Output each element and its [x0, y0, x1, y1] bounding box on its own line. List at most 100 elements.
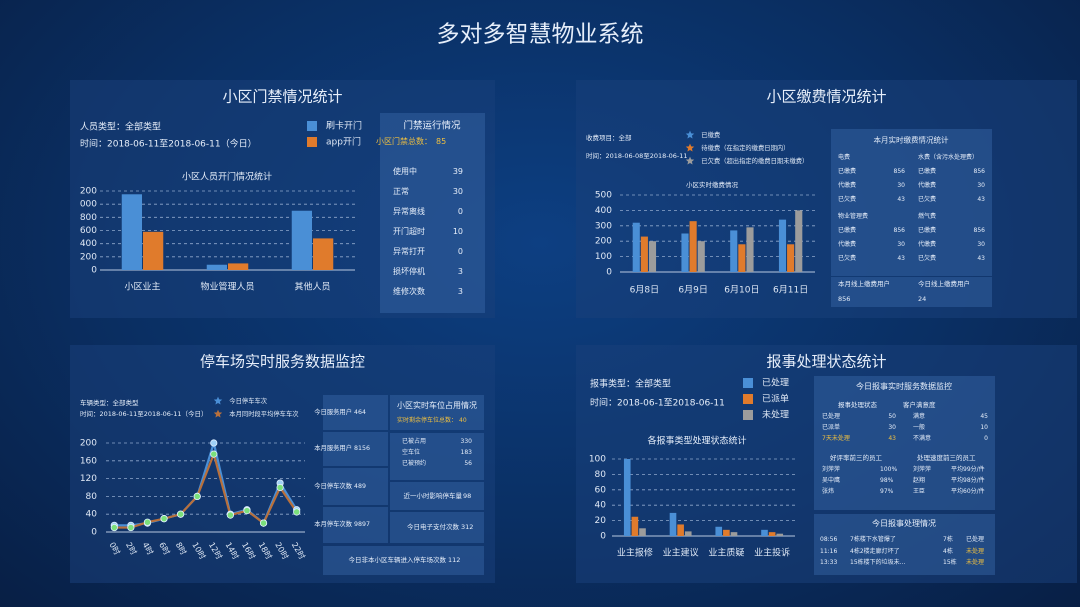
- box-title: 今日报事实时服务数据监控: [856, 382, 952, 391]
- label: 代缴费: [838, 241, 857, 248]
- occupancy-box: [390, 395, 484, 430]
- label: 39: [452, 167, 463, 176]
- x-tick-label: 18时: [257, 540, 275, 561]
- label: 开门超时: [393, 227, 425, 236]
- label: 已欠费: [918, 196, 937, 203]
- bar: [768, 532, 776, 536]
- label: 15栋楼下的垃圾未...: [850, 559, 906, 566]
- tick-labels: 0 40 80 120 160 200: [80, 439, 97, 538]
- stat-card: [323, 432, 388, 466]
- y-tick-label: 0: [600, 532, 606, 542]
- point: [243, 507, 251, 515]
- y-tick-label: 80: [595, 470, 607, 480]
- label: 0: [457, 207, 463, 216]
- label: 代缴费: [918, 241, 937, 248]
- label: 平均99分/件: [951, 466, 985, 473]
- bar: [313, 238, 334, 270]
- y-tick-label: 120: [80, 474, 97, 484]
- x-tick-label: 22时: [290, 540, 308, 561]
- chart-title: 小区人员开门情况统计: [181, 172, 273, 183]
- x-tick-label: 业主质疑: [708, 547, 744, 559]
- label: 30: [897, 182, 905, 189]
- bar: [730, 532, 738, 536]
- y-tick-label: 100: [589, 455, 606, 465]
- x-tick-label: 0时: [107, 540, 122, 556]
- x-tick-label: 业主投诉: [754, 547, 790, 559]
- x-tick-label: 16时: [240, 540, 258, 561]
- label: 赵翔: [913, 477, 926, 484]
- label: 30: [888, 424, 896, 431]
- label: 张炜: [822, 488, 835, 495]
- bar: [623, 459, 631, 536]
- payment-footer: [831, 277, 992, 307]
- label: 3: [457, 267, 463, 276]
- label: 已缴费: [838, 168, 857, 175]
- bar: [640, 236, 648, 272]
- pay-box: [390, 512, 484, 543]
- label: 30: [977, 182, 985, 189]
- label: 30: [897, 241, 905, 248]
- line: [114, 450, 298, 529]
- label: 已缴费: [918, 168, 937, 175]
- legend-label: 刷卡开门: [326, 120, 362, 132]
- legend-label: 本月同时段平均停车车次: [229, 409, 299, 418]
- label: 好评率前三的员工: [830, 453, 882, 462]
- label: 满意: [913, 413, 926, 420]
- x-tick-label: 小区业主: [124, 281, 160, 293]
- label: 43: [977, 196, 985, 203]
- label: 112: [448, 555, 461, 564]
- legend-marker: [743, 378, 753, 388]
- label: 856: [893, 227, 905, 234]
- page-title: 多对多智慧物业系统: [436, 21, 644, 48]
- status-box: [380, 113, 485, 313]
- label: 物业管理费: [838, 213, 869, 220]
- label: 未处理: [966, 559, 985, 566]
- x-tick-label: 业主建议: [663, 547, 699, 559]
- bar: [778, 219, 787, 272]
- bar: [631, 516, 639, 536]
- x-tick-label: 20时: [273, 540, 291, 561]
- y-tick-label: 500: [595, 191, 612, 201]
- label: 代缴费: [918, 182, 937, 189]
- y-tick-label: 80: [86, 492, 98, 502]
- label: 97%: [880, 488, 894, 495]
- bar: [121, 194, 142, 270]
- label: 183: [460, 449, 472, 456]
- chart-title: 小区实时缴费情况: [686, 180, 738, 189]
- label: 30: [977, 241, 985, 248]
- label: 24: [918, 294, 927, 303]
- legend-label: 今日停车车次: [229, 396, 267, 405]
- y-tick-label: 160: [80, 456, 97, 466]
- label: 燃气费: [918, 213, 937, 220]
- legend-label: 已缴费: [701, 130, 720, 139]
- legend-label: 已派单: [762, 393, 789, 405]
- box-title: 门禁运行情况: [403, 120, 461, 132]
- point: [110, 523, 118, 532]
- x-tick-label: 6月10日: [724, 285, 759, 296]
- label: 489: [354, 482, 367, 490]
- panel: [70, 345, 495, 583]
- panel-title: 小区缴费情况统计: [766, 87, 887, 106]
- label: 已被占用: [402, 438, 427, 445]
- label: 98: [463, 491, 472, 500]
- panel-title: 报事处理状态统计: [766, 352, 887, 371]
- label: 856: [973, 227, 985, 234]
- label: 不满意: [913, 435, 932, 442]
- y-tick-label: 20: [595, 516, 607, 526]
- label: 异常离线: [393, 207, 425, 216]
- label: 7栋楼下水管爆了: [850, 536, 896, 543]
- label: 856: [893, 168, 905, 175]
- y-tick-label: 0: [606, 268, 612, 278]
- label: 已欠费: [838, 196, 857, 203]
- label: 856: [973, 168, 985, 175]
- label: 平均98分/件: [951, 477, 985, 484]
- x-tick-label: 业主报修: [617, 547, 653, 559]
- filter: 人员类型：全部类型: [80, 122, 162, 133]
- point: [193, 492, 201, 500]
- report-box: [814, 376, 995, 510]
- report-today-box: [814, 514, 995, 575]
- label: 已被预约: [402, 460, 427, 467]
- y-tick-label: 60: [595, 485, 607, 495]
- label: 4栋: [943, 547, 953, 555]
- panel-title: 停车场实时服务数据监控: [199, 352, 366, 371]
